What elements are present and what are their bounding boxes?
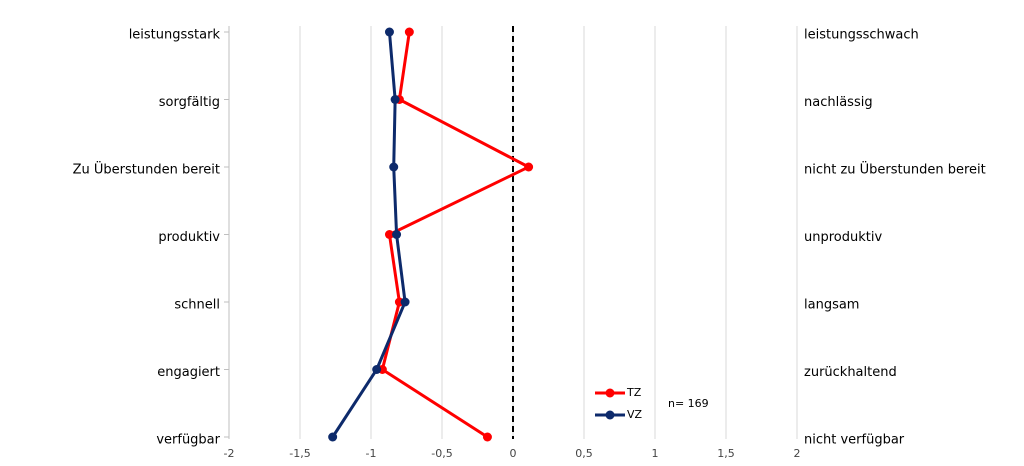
series-line — [380, 31, 532, 439]
point — [482, 432, 492, 442]
left-label: sorgfältig — [159, 95, 220, 110]
right-label: nicht zu Überstunden bereit — [804, 161, 986, 178]
right-label: langsam — [804, 298, 859, 313]
x-tick-label: 1,5 — [717, 447, 735, 460]
point — [372, 365, 382, 374]
left-label: engagiert — [157, 365, 220, 380]
x-tick-label: -2 — [224, 447, 235, 460]
point — [524, 162, 534, 172]
left-label: schnell — [174, 298, 220, 313]
right-label: nachlässig — [804, 95, 873, 110]
point — [389, 162, 399, 172]
point — [384, 230, 394, 239]
legend-marker — [605, 388, 615, 398]
left-label: verfügbar — [156, 433, 220, 448]
x-tick-label: 0,5 — [575, 447, 593, 460]
point — [404, 27, 414, 37]
point — [390, 95, 400, 104]
annotation: n= 169 — [668, 397, 709, 410]
left-label: leistungsstark — [129, 28, 221, 43]
legend-label: VZ — [627, 408, 643, 421]
right-label: leistungsschwach — [804, 28, 919, 43]
point — [392, 230, 402, 239]
legend-marker — [605, 410, 615, 420]
x-tick-label: 0 — [510, 447, 517, 460]
x-tick-label: -0,5 — [431, 447, 452, 460]
point — [384, 27, 394, 37]
left-label: Zu Überstunden bereit — [73, 161, 220, 178]
x-tick-label: -1,5 — [289, 447, 310, 460]
right-label: nicht verfügbar — [804, 433, 905, 448]
legend-label: TZ — [626, 386, 642, 399]
x-tick-label: 1 — [652, 447, 659, 460]
point — [400, 297, 410, 307]
x-tick-label: -1 — [366, 447, 377, 460]
right-label: zurückhaltend — [804, 365, 897, 380]
x-tick-label: 2 — [794, 447, 801, 460]
point — [328, 432, 338, 442]
right-label: unproduktiv — [804, 230, 882, 245]
left-label: produktiv — [158, 230, 220, 245]
